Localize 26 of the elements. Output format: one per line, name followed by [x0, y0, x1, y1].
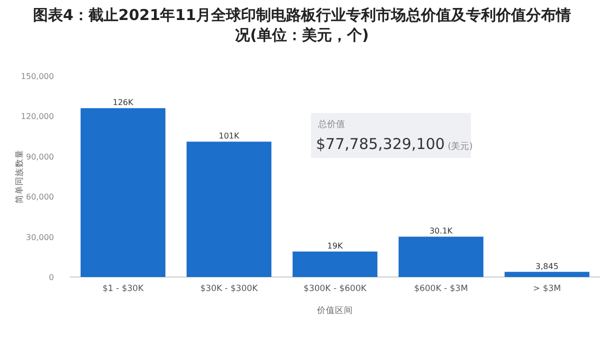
x-tick-label: $300K - $600K	[304, 284, 367, 294]
y-axis-title: 简单同族数量	[14, 150, 25, 204]
bar	[504, 272, 590, 277]
x-tick-label: $1 - $30K	[102, 284, 144, 294]
data-label: 30.1K	[429, 226, 454, 236]
x-tick-label: $30K - $300K	[200, 284, 258, 294]
y-tick-label: 150,000	[20, 72, 54, 81]
bar	[80, 108, 166, 277]
bar	[292, 252, 378, 277]
y-tick-label: 0	[48, 273, 54, 282]
y-tick-label: 60,000	[26, 192, 54, 202]
data-label: 3,845	[536, 262, 558, 271]
x-tick-label: $600K - $3M	[414, 284, 468, 294]
data-label: 19K	[327, 242, 344, 251]
x-tick-label: > $3M	[533, 284, 561, 294]
annotation: 总价值	[317, 119, 345, 130]
bar	[398, 236, 484, 277]
data-label: 101K	[218, 132, 240, 141]
y-tick-label: 90,000	[26, 152, 54, 162]
chart-title: 图表4：截止2021年11月全球印制电路板行业专利市场总价值及专利价值分布情况(单位：美元，个)	[32, 6, 572, 44]
annotation: $77,785,329,100 (美元)	[316, 135, 473, 153]
data-label: 126K	[112, 98, 134, 108]
y-tick-label: 120,000	[20, 112, 54, 122]
y-tick-label: 30,000	[26, 232, 54, 242]
bar	[186, 142, 272, 277]
x-axis-title: 价值区间	[316, 305, 353, 316]
